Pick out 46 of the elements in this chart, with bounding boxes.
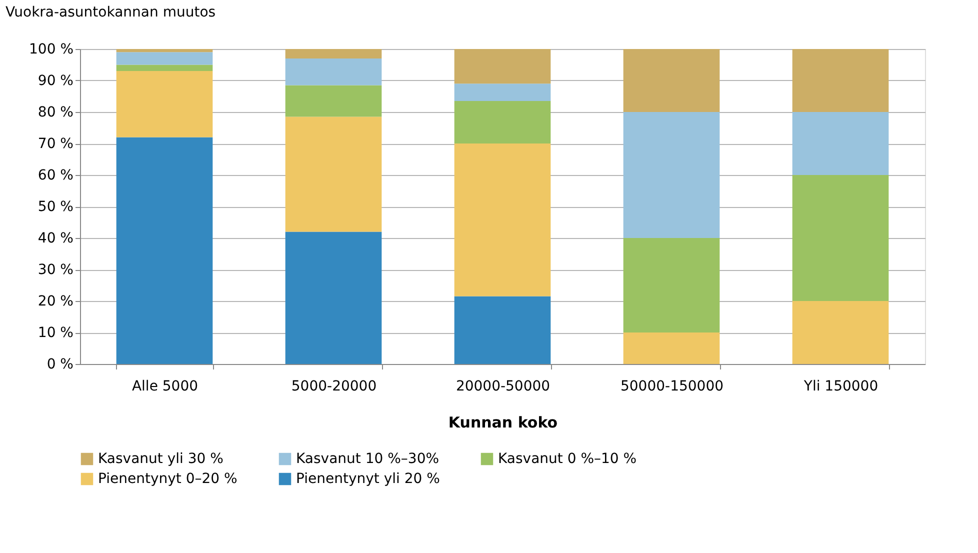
- bar: [285, 85, 382, 117]
- x-tick-label: Alle 5000: [132, 378, 198, 394]
- bar: [116, 64, 213, 72]
- bar: [792, 49, 889, 112]
- y-tick-label: 70 %: [38, 136, 74, 152]
- bar: [116, 49, 213, 52]
- y-tick-label: 90 %: [38, 73, 74, 89]
- legend-label: Kasvanut yli 30 %: [98, 451, 224, 467]
- bar: [116, 137, 213, 364]
- y-tick-label: 10 %: [38, 325, 74, 341]
- y-tick-label: 20 %: [38, 294, 74, 310]
- y-tick-label: 60 %: [38, 168, 74, 184]
- bar: [116, 71, 213, 138]
- y-tick-label: 30 %: [38, 262, 74, 278]
- bar: [454, 296, 551, 364]
- legend-label: Kasvanut 0 %–10 %: [498, 451, 637, 467]
- y-tick-label: 40 %: [38, 230, 74, 246]
- y-tick-label: 0 %: [46, 356, 74, 372]
- bar: [454, 84, 551, 101]
- bar: [623, 112, 720, 238]
- x-tick-label: 20000-50000: [456, 378, 550, 394]
- legend-label: Pienentynyt 0–20 %: [98, 471, 238, 487]
- bar: [623, 332, 720, 364]
- x-tick-label: 5000-20000: [291, 378, 377, 394]
- x-axis-title: Kunnan koko: [448, 414, 558, 432]
- bar: [792, 175, 889, 301]
- bar: [792, 301, 889, 364]
- y-axis-title: Vuokra-asuntokannan muutos: [6, 4, 216, 20]
- bar: [623, 238, 720, 332]
- y-tick-label: 100 %: [29, 42, 74, 58]
- bar: [285, 116, 382, 232]
- legend-label: Pienentynyt yli 20 %: [296, 471, 440, 487]
- x-tick-label: 50000-150000: [620, 378, 724, 394]
- y-tick-label: 80 %: [38, 104, 74, 120]
- bar: [454, 49, 551, 84]
- y-tick-label: 50 %: [38, 199, 74, 215]
- legend-label: Kasvanut 10 %–30%: [296, 451, 440, 467]
- bar: [454, 144, 551, 296]
- bar: [285, 49, 382, 58]
- bar: [454, 100, 551, 144]
- x-tick-label: Yli 150000: [802, 378, 878, 394]
- bar: [792, 112, 889, 175]
- bar: [116, 52, 213, 65]
- bar: [285, 58, 382, 86]
- bar: [285, 232, 382, 364]
- bar: [623, 49, 720, 112]
